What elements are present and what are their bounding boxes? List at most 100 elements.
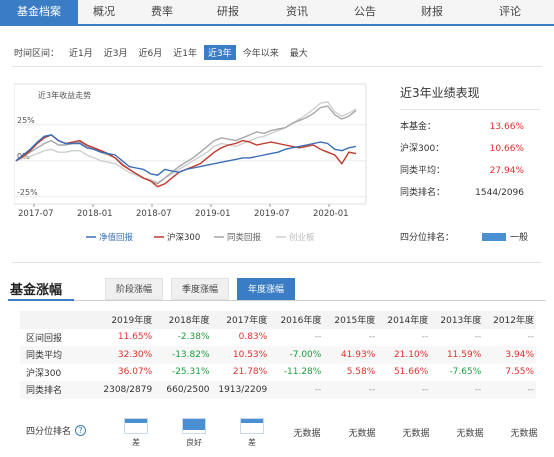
performance-row: 沪深300： 10.66% <box>400 138 540 160</box>
growth-subtabs: 阶段涨幅 季度涨幅 年度涨幅 <box>105 278 303 300</box>
range-option-6[interactable]: 最大 <box>289 48 308 59</box>
tab-0[interactable]: 基金档案 <box>0 0 78 24</box>
quartile-text: 差 <box>132 438 140 447</box>
quartile-row: 四分位排名 ? 差 良好 差 无数据 无数据 无数据 无数据 无数据 <box>20 418 538 454</box>
annual-return-table: 2019年度 2018年度 2017年度 2016年度 2015年度 2014年度 2013… <box>20 311 536 399</box>
tab-2[interactable]: 费率 <box>151 5 173 18</box>
table-header-cell: 2018年度 <box>154 311 212 329</box>
quartile-row-label-text: 四分位排名 <box>26 427 72 437</box>
table-cell: -- <box>314 332 322 343</box>
table-cell: -- <box>377 381 431 399</box>
table-cell: -25.31% <box>171 367 210 378</box>
tab-1[interactable]: 概况 <box>93 5 115 18</box>
subtab-2[interactable]: 年度涨幅 <box>237 278 296 300</box>
divider <box>400 109 540 110</box>
divider <box>12 66 542 67</box>
quartile-label: 四分位排名： <box>400 233 455 243</box>
table-cell: -- <box>483 381 536 399</box>
section-title: 基金涨幅 <box>10 283 63 298</box>
table-cell: 7.55% <box>505 367 534 378</box>
quartile-cell: 差 <box>110 418 162 448</box>
table-row: 同类平均 32.30% -13.82% 10.53% -7.00% 41.93% 21.10… <box>20 346 536 364</box>
x-tick-label: 2020-01 <box>313 209 349 219</box>
table-cell: 0.83% <box>238 332 268 343</box>
table-header-row: 2019年度 2018年度 2017年度 2016年度 2015年度 2014年度 2013… <box>20 311 536 329</box>
quartile-bar <box>182 418 206 434</box>
table-row: 同类排名 2308/2879 660/2500 1913/2209 -- -- -- -- -- <box>20 381 536 399</box>
quartile-nodata: 无数据 <box>510 429 538 439</box>
performance-value: 1544/2096 <box>475 188 524 198</box>
legend-label: 同类回报 <box>227 232 262 243</box>
quartile-cell: 良好 <box>168 418 220 448</box>
subtab-1[interactable]: 季度涨幅 <box>171 278 230 300</box>
table-header-cell: 2015年度 <box>323 311 378 329</box>
range-option-2[interactable]: 近6月 <box>138 48 163 59</box>
table-row-label: 区间回报 <box>26 333 63 344</box>
legend-label: 沪深300 <box>167 232 200 243</box>
table-cell: -- <box>269 381 324 399</box>
quartile-nodata: 无数据 <box>348 429 376 439</box>
time-range-label: 时间区间： <box>14 48 60 59</box>
table-cell: 5.58% <box>346 367 376 378</box>
range-option-4[interactable]: 近3年 <box>203 44 236 60</box>
table-header-cell: 2013年度 <box>430 311 484 329</box>
performance-key: 本基金： <box>400 122 437 132</box>
quartile-bar <box>240 418 264 434</box>
table-row: 沪深300 36.07% -25.31% 21.78% -11.28% 5.58% 51.6… <box>20 364 536 382</box>
range-option-3[interactable]: 近1年 <box>173 48 197 59</box>
table-cell: -- <box>527 332 535 343</box>
section-underline <box>8 299 546 301</box>
y-tick-label: 25% <box>17 116 35 125</box>
quartile-nodata: 无数据 <box>293 429 321 439</box>
table-header-cell: 2016年度 <box>269 311 324 329</box>
x-tick-label: 2018-07 <box>136 209 172 219</box>
time-range-selector: 时间区间： 近1月 近3月 近6月 近1年 近3年 今年以来 最大 <box>14 44 315 60</box>
tab-5[interactable]: 公告 <box>354 5 376 18</box>
table-cell: 1913/2209 <box>211 381 270 399</box>
x-tick-label: 2019-01 <box>195 209 231 219</box>
table-cell: 21.78% <box>232 367 268 378</box>
table-cell: 36.07% <box>117 367 153 378</box>
table-cell: -- <box>368 332 376 343</box>
performance-panel: 近3年业绩表现 本基金： 13.66% 沪深300： 10.66% 同类平均： 27.94… <box>400 82 540 204</box>
performance-title: 近3年业绩表现 <box>400 86 480 100</box>
table-cell: -13.82% <box>154 346 212 364</box>
range-option-0[interactable]: 近1月 <box>69 48 93 59</box>
performance-row: 本基金： 13.66% <box>400 116 540 138</box>
series-line <box>15 134 357 176</box>
quartile-fill <box>125 419 147 423</box>
x-tick-label: 2017-07 <box>18 209 54 219</box>
table-cell: -- <box>421 332 429 343</box>
table-cell: 10.53% <box>211 346 270 364</box>
range-option-1[interactable]: 近3月 <box>103 48 128 59</box>
table-cell: 21.10% <box>377 346 431 364</box>
performance-key: 同类排名： <box>400 188 446 198</box>
quartile-bar <box>124 418 148 434</box>
tab-3[interactable]: 研报 <box>217 5 239 18</box>
table-cell: -11.28% <box>283 367 322 378</box>
y-tick-label: -25% <box>17 188 38 197</box>
quartile-bar <box>482 232 507 241</box>
quartile-value: 一般 <box>510 233 529 243</box>
performance-value: 10.66% <box>489 144 524 154</box>
help-icon[interactable]: ? <box>75 425 87 436</box>
table-row: 区间回报 11.65% -2.38% 0.83% -- -- -- -- -- <box>20 329 536 347</box>
tab-6[interactable]: 财报 <box>421 5 443 18</box>
performance-row: 同类排名： 1544/2096 <box>400 182 540 204</box>
table-cell: -- <box>474 332 482 343</box>
table-cell: 3.94% <box>483 346 536 364</box>
table-header-cell: 2017年度 <box>211 311 270 329</box>
quartile-text: 良好 <box>186 438 202 447</box>
table-cell: 32.30% <box>96 346 155 364</box>
range-option-5[interactable]: 今年以来 <box>242 48 279 59</box>
performance-value: 27.94% <box>489 166 524 176</box>
table-cell: -7.65% <box>449 367 482 378</box>
tab-4[interactable]: 资讯 <box>286 5 308 18</box>
tab-7[interactable]: 评论 <box>499 5 521 18</box>
table-cell: 11.59% <box>430 346 484 364</box>
legend-label: 创业板 <box>289 232 315 243</box>
table-cell: 11.65% <box>117 332 153 343</box>
subtab-0[interactable]: 阶段涨幅 <box>105 278 164 300</box>
quartile-row-label: 四分位排名 ? <box>26 424 87 437</box>
table-header-cell: 2019年度 <box>96 311 155 329</box>
